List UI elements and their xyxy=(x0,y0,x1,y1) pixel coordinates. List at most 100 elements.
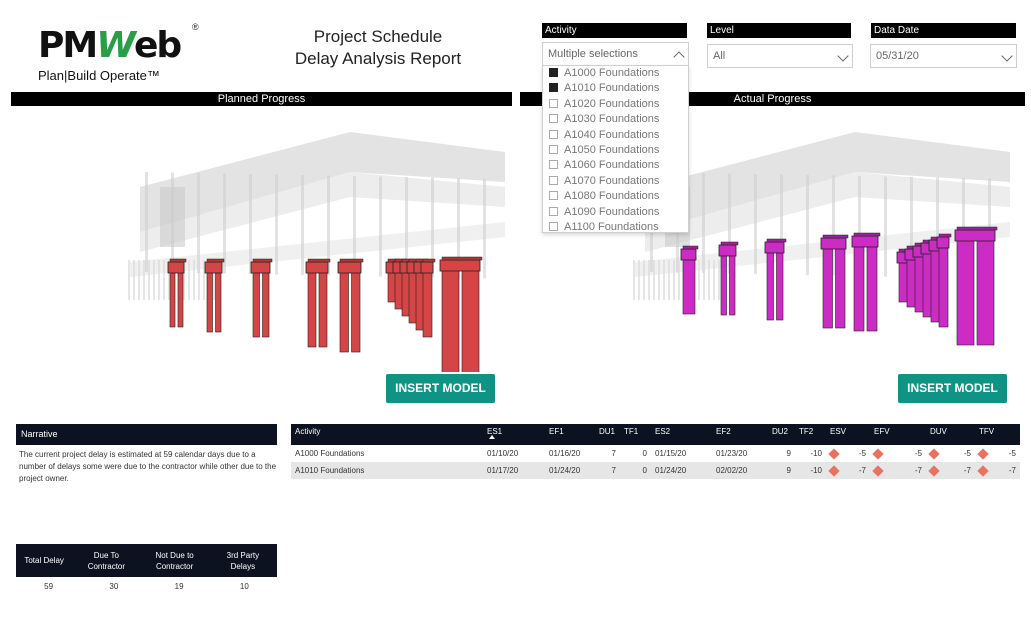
column-header-label: EF1 xyxy=(549,427,564,436)
structure-column xyxy=(832,175,835,276)
activity-select-value: Multiple selections xyxy=(548,48,638,60)
cell-efv: -5 xyxy=(870,445,926,462)
column-header-efv[interactable]: EFV xyxy=(870,424,926,445)
pile-cap-top xyxy=(169,258,187,263)
activity-dropdown-list[interactable]: A1000 Foundations A1010 Foundations A1020 … xyxy=(542,65,689,233)
column-header-esv[interactable]: ESV xyxy=(826,424,870,445)
activity-option[interactable]: A1010 Foundations xyxy=(543,81,688,96)
pile-cap xyxy=(851,235,879,248)
cell-tf2: -10 xyxy=(810,466,822,475)
pmweb-logo: PMWeb ® Plan|Build Operate™ xyxy=(38,22,208,86)
table-row[interactable]: A1010 Foundations 01/17/20 01/24/20 7 0 01/24… xyxy=(291,462,1020,479)
column-header-activity[interactable]: Activity xyxy=(291,424,483,445)
checkbox-icon[interactable] xyxy=(549,191,558,201)
column-header-du1[interactable]: DU1 xyxy=(595,424,620,445)
pile-cap xyxy=(337,261,362,274)
data-date-select[interactable]: 05/31/20 xyxy=(870,44,1017,68)
foundation-pile xyxy=(853,245,865,332)
pile-cap xyxy=(936,236,950,249)
structure-column xyxy=(858,176,861,276)
activity-option[interactable]: A1060 Foundations xyxy=(543,158,688,173)
activity-option[interactable]: A1100 Foundations xyxy=(543,220,688,232)
foundation-pile xyxy=(262,271,270,338)
actual-model-view[interactable] xyxy=(625,112,1015,372)
pile-cap xyxy=(250,261,271,274)
activity-option[interactable]: A1090 Foundations xyxy=(543,205,688,220)
structure-column xyxy=(379,176,382,277)
column-header-ef2[interactable]: EF2 xyxy=(712,424,768,445)
column-header-du2[interactable]: DU2 xyxy=(768,424,795,445)
column-header-label: EFV xyxy=(874,427,890,436)
activity-option[interactable]: A1000 Foundations xyxy=(543,66,688,81)
insert-model-button-planned[interactable]: INSERT MODEL xyxy=(386,374,495,403)
column-header-es2[interactable]: ES2 xyxy=(651,424,712,445)
structure-column xyxy=(936,177,939,278)
warning-diamond-icon xyxy=(977,447,989,460)
column-header-ef1[interactable]: EF1 xyxy=(545,424,595,445)
foundation-pile xyxy=(351,271,361,353)
variance-value: -5 xyxy=(858,449,866,458)
background-pile xyxy=(128,260,130,300)
column-header-tfv[interactable]: TFV xyxy=(975,424,1020,445)
checkbox-icon[interactable] xyxy=(549,114,558,124)
foundation-pile xyxy=(339,271,349,353)
structure-column xyxy=(780,174,783,275)
activity-option[interactable]: A1080 Foundations xyxy=(543,189,688,204)
cell-ef2: 02/02/20 xyxy=(716,466,748,475)
cell-es1: 01/17/20 xyxy=(487,466,519,475)
foundation-pile xyxy=(729,254,736,316)
variance-value: -7 xyxy=(1008,466,1016,475)
activity-select[interactable]: Multiple selections xyxy=(542,42,689,66)
checkbox-icon[interactable] xyxy=(549,83,558,93)
checkbox-icon[interactable] xyxy=(549,68,558,77)
activity-option-label: A1090 Foundations xyxy=(564,205,660,218)
cell-duv: -7 xyxy=(926,462,975,479)
level-select[interactable]: All xyxy=(707,44,853,68)
checkbox-icon[interactable] xyxy=(549,129,558,139)
variance-value: -5 xyxy=(963,449,971,458)
column-header-duv[interactable]: DUV xyxy=(926,424,975,445)
column-header-tf1[interactable]: TF1 xyxy=(620,424,651,445)
activity-option[interactable]: A1030 Foundations xyxy=(543,112,688,127)
activity-option[interactable]: A1050 Foundations xyxy=(543,143,688,158)
background-pile xyxy=(163,260,165,300)
column-header-tf2[interactable]: TF2 xyxy=(795,424,826,445)
background-pile xyxy=(718,260,720,300)
table-row[interactable]: A1000 Foundations 01/10/20 01/16/20 7 0 01/15… xyxy=(291,445,1020,462)
cell-activity: A1010 Foundations xyxy=(295,466,365,475)
activity-option[interactable]: A1070 Foundations xyxy=(543,174,688,189)
insert-model-button-actual[interactable]: INSERT MODEL xyxy=(898,374,1007,403)
structure-column xyxy=(884,176,887,277)
background-pile xyxy=(703,260,705,300)
checkbox-icon[interactable] xyxy=(549,144,558,154)
background-pile xyxy=(183,260,185,300)
logo-pm-text: PM xyxy=(38,25,98,66)
building-slab xyxy=(140,172,505,252)
pile-cap xyxy=(305,261,329,274)
background-pile xyxy=(678,260,680,300)
delay-value-cell: 30 xyxy=(109,582,119,591)
checkbox-icon[interactable] xyxy=(549,221,558,231)
structure-column xyxy=(483,178,486,279)
foundation-pile xyxy=(422,271,433,338)
checkbox-icon[interactable] xyxy=(549,175,558,185)
activity-option[interactable]: A1020 Foundations xyxy=(543,97,688,112)
background-pile xyxy=(168,260,170,300)
column-header-es1[interactable]: ES1 xyxy=(483,424,545,445)
pile-cap xyxy=(820,237,847,250)
actual-model-graphic xyxy=(633,132,1010,346)
narrative-header: Narrative xyxy=(16,424,277,445)
foundation-pile xyxy=(682,258,696,315)
background-pile xyxy=(698,260,700,300)
planned-model-view[interactable] xyxy=(120,112,512,372)
column-header-label: DU2 xyxy=(772,427,789,436)
background-pile xyxy=(673,260,675,300)
pile-cap-top xyxy=(938,233,952,238)
checkbox-icon[interactable] xyxy=(549,206,558,216)
pile-cap xyxy=(680,248,697,261)
background-pile xyxy=(708,260,710,300)
checkbox-icon[interactable] xyxy=(549,160,558,170)
activity-option[interactable]: A1040 Foundations xyxy=(543,128,688,143)
checkbox-icon[interactable] xyxy=(549,98,558,108)
foundation-pile xyxy=(922,252,933,318)
